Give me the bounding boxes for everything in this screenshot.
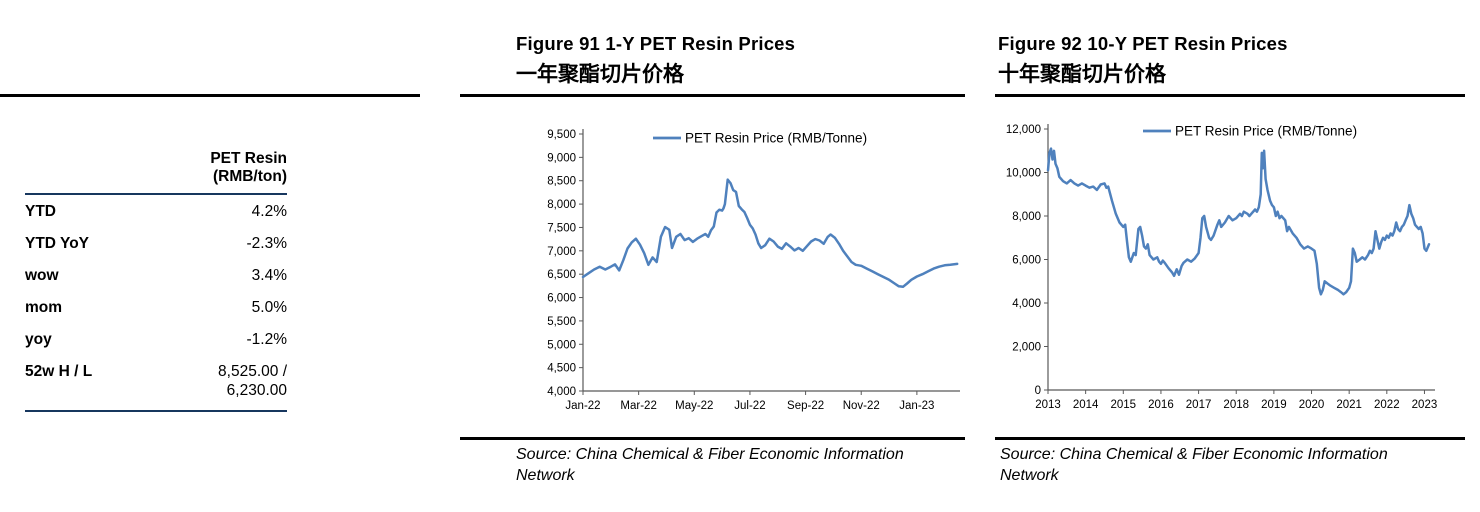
x-tick-label: Jul-22 — [734, 400, 765, 412]
price-line — [1046, 147, 1431, 296]
figure-91-subtitle-zh: 一年聚酯切片价格 — [516, 63, 684, 86]
legend-label: PET Resin Price (RMB/Tonne) — [685, 131, 867, 146]
stat-value: -1.2% — [246, 330, 288, 348]
y-tick-label: 0 — [1035, 385, 1041, 397]
footer-rule-figure-92 — [995, 437, 1465, 440]
pet-resin-stats-table: PET Resin (RMB/ton) YTD 4.2% YTD YoY -2.3% w… — [25, 150, 287, 412]
figure-92-title: Figure 92 10-Y PET Resin Prices — [998, 33, 1288, 54]
y-tick-label: 5,000 — [547, 339, 576, 351]
x-tick-label: 2019 — [1261, 399, 1287, 411]
x-tick-label: 2021 — [1336, 399, 1362, 411]
stat-value: 8,525.00 / 6,230.00 — [218, 362, 287, 399]
stat-row-wow: wow 3.4% — [25, 259, 287, 291]
stat-row-52w-h-l: 52w H / L 8,525.00 / 6,230.00 — [25, 355, 287, 406]
figure-91-source: Source: China Chemical & Fiber Economic … — [516, 444, 904, 486]
y-tick-label: 7,000 — [547, 246, 576, 258]
stat-value: 3.4% — [251, 266, 287, 284]
x-tick-label: Nov-22 — [843, 400, 880, 412]
stats-table-rows: YTD 4.2% YTD YoY -2.3% wow 3.4% mom 5.0% yoy -1.2… — [25, 195, 287, 412]
stat-value: 4.2% — [251, 202, 287, 220]
stat-label: YTD YoY — [25, 234, 90, 252]
x-tick-label: 2020 — [1299, 399, 1325, 411]
x-tick-label: Sep-22 — [787, 400, 824, 412]
stats-table-header: PET Resin (RMB/ton) — [25, 150, 287, 195]
stat-label: YTD — [25, 202, 56, 220]
y-tick-label: 6,500 — [547, 269, 576, 281]
y-tick-label: 4,000 — [547, 386, 576, 398]
y-tick-label: 4,500 — [547, 363, 576, 375]
stat-row-mom: mom 5.0% — [25, 291, 287, 323]
figure-92-subtitle-zh: 十年聚酯切片价格 — [998, 63, 1166, 86]
x-tick-label: 2015 — [1110, 399, 1136, 411]
header-rule-table-column — [0, 94, 420, 97]
header-rule-figure-91 — [460, 94, 965, 97]
footer-rule-figure-91 — [460, 437, 965, 440]
header-rule-figure-92 — [995, 94, 1465, 97]
figure-91-line-chart: 4,000 4,500 5,000 5,500 6,000 6,500 7,000 7,500… — [547, 129, 960, 412]
figure-91-source-line1: Source: China Chemical & Fiber Economic … — [516, 446, 904, 463]
y-tick-label: 2,000 — [1012, 342, 1041, 354]
y-tick-label: 8,000 — [547, 199, 576, 211]
stat-row-ytd: YTD 4.2% — [25, 195, 287, 227]
price-line — [581, 178, 959, 289]
stats-table-header-line1: PET Resin — [210, 150, 287, 167]
x-tick-label: Jan-22 — [565, 400, 600, 412]
y-tick-label: 8,500 — [547, 176, 576, 188]
figure-92-source: Source: China Chemical & Fiber Economic … — [1000, 444, 1388, 486]
x-tick-label: Jan-23 — [899, 400, 934, 412]
figure-92-line-chart: 0 2,000 4,000 6,000 8,000 10,000 12,000 2013 201… — [1006, 124, 1438, 412]
x-tick-label: May-22 — [675, 400, 713, 412]
figure-91-title: Figure 91 1-Y PET Resin Prices — [516, 33, 796, 54]
stat-row-ytd-yoy: YTD YoY -2.3% — [25, 227, 287, 259]
y-tick-label: 12,000 — [1006, 124, 1041, 136]
y-tick-label: 8,000 — [1012, 211, 1041, 223]
stat-label: wow — [25, 266, 59, 284]
y-tick-label: 4,000 — [1012, 298, 1041, 310]
x-tick-label: 2022 — [1374, 399, 1400, 411]
y-tick-label: 5,500 — [547, 316, 576, 328]
legend-label: PET Resin Price (RMB/Tonne) — [1175, 124, 1357, 139]
x-tick-label: 2013 — [1035, 399, 1061, 411]
y-tick-label: 6,000 — [1012, 255, 1041, 267]
figure-91-source-line2: Network — [516, 467, 575, 484]
stat-value: -2.3% — [246, 234, 288, 252]
y-tick-label: 9,500 — [547, 129, 576, 141]
y-tick-label: 7,500 — [547, 222, 576, 234]
y-tick-label: 6,000 — [547, 293, 576, 305]
figure-92-source-line1: Source: China Chemical & Fiber Economic … — [1000, 446, 1388, 463]
y-tick-label: 9,000 — [547, 152, 576, 164]
stat-label: 52w H / L — [25, 362, 93, 380]
x-tick-label: 2017 — [1186, 399, 1212, 411]
stat-value: 5.0% — [251, 298, 287, 316]
x-tick-label: 2023 — [1412, 399, 1438, 411]
x-tick-label: Mar-22 — [620, 400, 656, 412]
x-tick-label: 2014 — [1073, 399, 1099, 411]
stat-label: mom — [25, 298, 63, 316]
figure-92-source-line2: Network — [1000, 467, 1059, 484]
stat-row-yoy: yoy -1.2% — [25, 323, 287, 355]
stats-table-header-line2: (RMB/ton) — [212, 168, 287, 185]
stat-label: yoy — [25, 330, 52, 348]
x-tick-label: 2018 — [1223, 399, 1249, 411]
x-tick-label: 2016 — [1148, 399, 1174, 411]
y-tick-label: 10,000 — [1006, 168, 1041, 180]
